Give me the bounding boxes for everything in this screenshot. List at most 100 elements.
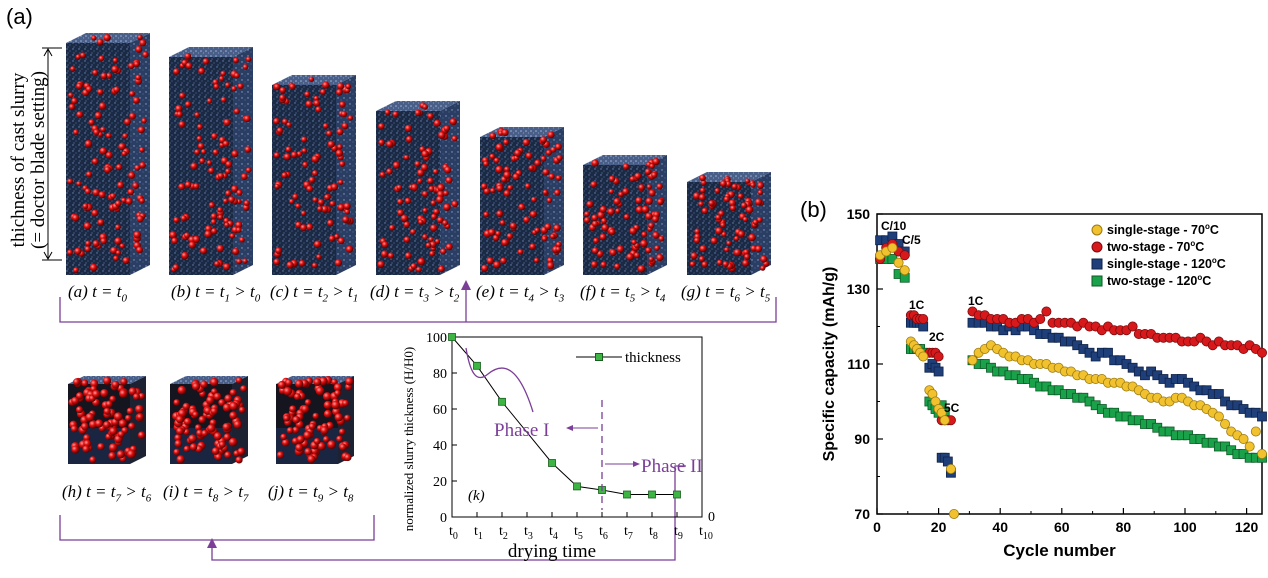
particle xyxy=(83,222,92,230)
box-caption: (f) t = t5 > t4 xyxy=(580,282,665,304)
particle xyxy=(503,189,511,197)
legend-unit: C xyxy=(1217,257,1226,271)
particle xyxy=(184,232,191,239)
particle xyxy=(175,415,184,424)
box-caption: (c) t = t2 > t1 xyxy=(270,282,358,304)
particle xyxy=(80,52,86,59)
particle xyxy=(84,245,91,253)
particle xyxy=(429,241,437,248)
legend-degree: o xyxy=(1205,222,1210,231)
box-side-face xyxy=(336,75,356,275)
caption-text: > t xyxy=(534,282,559,301)
particle xyxy=(733,248,742,257)
data-point xyxy=(1257,448,1268,459)
particle xyxy=(726,240,732,246)
phase-1-label: Phase I xyxy=(494,420,549,441)
particle xyxy=(129,112,136,120)
particle xyxy=(492,234,500,242)
caption-subscript: 4 xyxy=(528,292,535,305)
particle xyxy=(224,394,233,403)
particle xyxy=(715,214,722,221)
caption-subscript: 1 xyxy=(352,292,359,305)
particle xyxy=(757,189,763,196)
particle xyxy=(71,396,80,405)
panel-a-label: (a) xyxy=(6,4,33,29)
particle xyxy=(225,190,232,197)
particle xyxy=(108,451,117,460)
legend-label-text: single-stage - 120 xyxy=(1107,257,1212,271)
box-caption: (j) t = t9 > t8 xyxy=(268,482,353,504)
particle xyxy=(135,45,143,53)
particle xyxy=(607,208,615,216)
particle xyxy=(542,168,550,176)
thickness-label: thichness of cast slurry (= doctor blade… xyxy=(8,65,49,255)
particle xyxy=(137,34,143,41)
box-front-face xyxy=(169,57,233,275)
particle xyxy=(488,228,496,236)
particle xyxy=(225,168,231,175)
particle xyxy=(236,258,243,265)
particle xyxy=(92,188,100,197)
particle xyxy=(396,184,403,191)
y-tick-label: 70 xyxy=(854,506,870,522)
particle xyxy=(220,96,227,103)
x-tick-label: t7 xyxy=(624,524,633,542)
particle xyxy=(591,159,599,167)
caption-text: (e) t = t xyxy=(476,282,529,301)
particle xyxy=(744,253,751,260)
particle xyxy=(623,213,630,220)
box-top-face xyxy=(170,376,248,384)
particle xyxy=(172,264,180,271)
particle xyxy=(75,392,84,400)
particle xyxy=(245,167,252,173)
particle xyxy=(188,434,197,443)
particle xyxy=(615,208,621,214)
data-point xyxy=(1238,433,1249,444)
caption-subscript: 2 xyxy=(322,292,329,305)
particle xyxy=(210,213,218,220)
caption-subscript: 0 xyxy=(254,292,261,305)
particle xyxy=(108,443,118,452)
caption-text: (j) t = t xyxy=(268,482,318,501)
right-axis-label: 0 xyxy=(708,510,715,525)
particle xyxy=(652,215,659,223)
particle xyxy=(403,236,411,243)
particle xyxy=(295,203,301,209)
particle xyxy=(555,175,562,181)
particle xyxy=(434,238,441,245)
particle xyxy=(756,216,763,223)
particle xyxy=(92,240,100,247)
particle xyxy=(90,379,99,388)
particle xyxy=(404,124,412,132)
particle xyxy=(608,228,616,236)
particle xyxy=(199,158,206,164)
particle xyxy=(137,126,145,134)
x-tick-subscript: 6 xyxy=(603,531,608,542)
box-side-face xyxy=(440,101,460,275)
particle xyxy=(84,139,93,148)
particle xyxy=(243,115,251,123)
thickness-label-line2: (= doctor blade setting) xyxy=(28,71,49,249)
particle xyxy=(82,445,90,453)
particle xyxy=(282,118,289,125)
particle xyxy=(427,177,434,185)
particle xyxy=(75,54,81,60)
particle xyxy=(601,224,609,232)
particle xyxy=(428,185,435,192)
particle xyxy=(135,404,144,414)
particle xyxy=(599,233,607,241)
legend-label: single-stage - 70oC xyxy=(1107,222,1219,237)
particle xyxy=(698,201,704,207)
particle xyxy=(238,406,246,414)
particle xyxy=(115,250,122,256)
particle xyxy=(312,412,319,420)
particle xyxy=(113,255,119,262)
particle xyxy=(699,187,706,194)
particle xyxy=(496,184,504,192)
particle xyxy=(654,245,660,251)
particle xyxy=(233,420,242,429)
particle xyxy=(232,247,240,256)
particle xyxy=(539,136,547,144)
particle xyxy=(550,146,557,153)
